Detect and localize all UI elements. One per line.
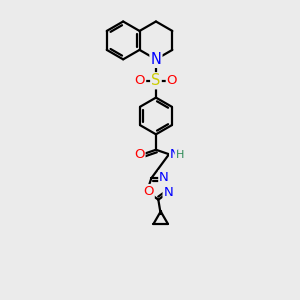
Text: N: N <box>151 52 161 67</box>
Text: N: N <box>164 186 173 199</box>
Text: O: O <box>135 74 145 87</box>
Text: O: O <box>143 185 154 198</box>
Text: N: N <box>159 171 169 184</box>
Text: H: H <box>176 150 184 160</box>
Text: N: N <box>170 148 180 161</box>
Text: S: S <box>151 73 160 88</box>
Text: O: O <box>134 148 145 161</box>
Text: O: O <box>167 74 177 87</box>
